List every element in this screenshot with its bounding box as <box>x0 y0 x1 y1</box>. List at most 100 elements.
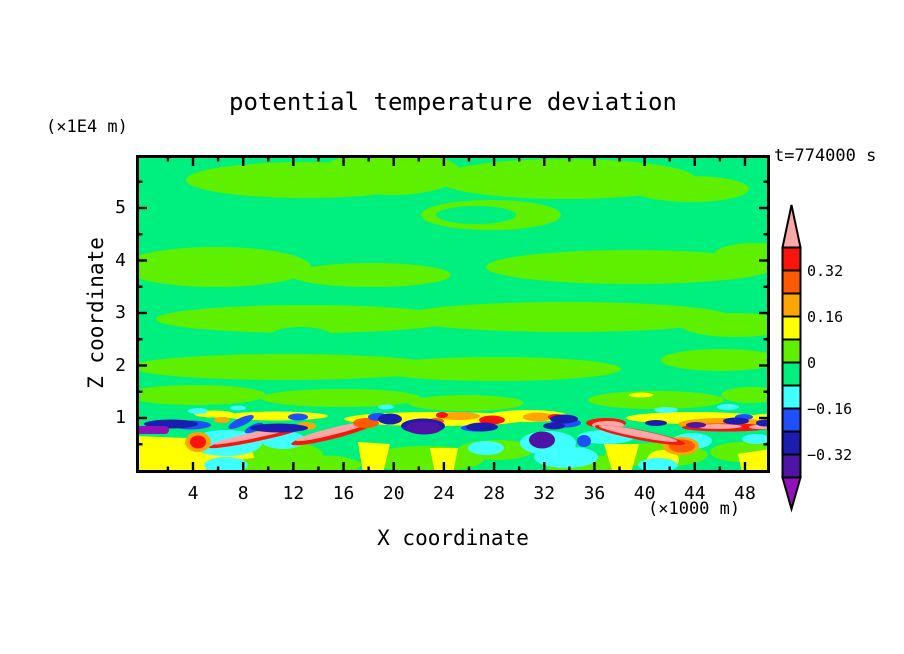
contour-region-pink <box>598 425 678 442</box>
contour-region-yellow <box>629 392 653 398</box>
contour-region-red <box>436 412 448 418</box>
colorbar-arrow-up <box>781 204 802 249</box>
contour-region-cyan <box>204 457 248 473</box>
z-tick-labels: 1 2 3 4 5 <box>92 155 128 473</box>
colorbar-arrow-down <box>781 476 802 513</box>
colorbar-labels: 0.32 0.16 0 −0.16 −0.32 <box>807 0 897 654</box>
contour-region-orange <box>523 412 553 422</box>
contour-region-indigo <box>686 422 706 428</box>
contour-region-chartreuse <box>261 389 421 407</box>
contour-region-orange <box>214 417 230 423</box>
contour-region-navy <box>550 414 578 424</box>
contour-region-chartreuse <box>321 155 461 195</box>
colorbar-bin-chartreuse <box>781 338 802 364</box>
x-tick-labels: 4 8 12 16 20 24 28 32 36 40 44 48 <box>136 483 770 507</box>
colorbar-bin-cyan <box>781 384 802 410</box>
x-tick-label: 4 <box>187 483 199 504</box>
contour-region-navy <box>645 420 667 426</box>
x-tick-label: 32 <box>533 483 556 504</box>
contour-region-yellow <box>430 448 458 473</box>
contour-region-blue <box>577 435 591 447</box>
contour-region-yellow <box>358 442 390 473</box>
contour-region-pink <box>296 421 368 442</box>
contour-region-chartreuse <box>136 354 441 380</box>
contour-region-cyan <box>742 434 770 444</box>
contour-region-navy <box>543 422 565 430</box>
chart-title: potential temperature deviation <box>229 88 677 116</box>
colorbar-bin-orangered <box>781 269 802 295</box>
contour-region-chartreuse <box>156 305 456 333</box>
x-axis-unit-label: (×1000 m) <box>648 499 741 519</box>
contour-region-chartreuse <box>661 349 770 371</box>
z-tick-label: 5 <box>115 197 126 218</box>
timestamp-label: t=774000 s <box>774 146 877 166</box>
x-tick-label: 48 <box>734 483 756 504</box>
contour-region-chartreuse <box>588 391 724 409</box>
x-axis-title: X coordinate <box>377 526 529 550</box>
colorbar-bin-indigo <box>781 453 802 479</box>
contour-region-cyan <box>638 458 678 472</box>
contour-region-chartreuse <box>486 250 770 284</box>
contour-region-cyan <box>188 408 208 414</box>
colorbar-bin-red <box>781 246 802 272</box>
contour-region-cyan <box>230 405 246 411</box>
x-tick-label: 12 <box>282 483 305 504</box>
contour-region-chartreuse <box>408 395 524 411</box>
contour-region-navy <box>378 413 402 425</box>
x-tick-label: 28 <box>483 483 505 504</box>
contour-region-cyan <box>534 446 598 468</box>
contour-region-red <box>479 415 505 425</box>
contour-region-blue <box>228 415 254 429</box>
contour-region-red <box>190 435 206 449</box>
contour-region-indigo <box>529 431 555 449</box>
colorbar-label: 0.32 <box>807 261 844 280</box>
contour-region-purple <box>136 426 169 434</box>
contour-region-chartreuse <box>136 247 311 287</box>
x-tick-label: 40 <box>633 483 656 504</box>
contour-region-chartreuse <box>436 159 696 199</box>
colorbar-bin-orange <box>781 292 802 318</box>
x-tick-label: 44 <box>683 483 706 504</box>
contour-region-chartreuse <box>714 243 770 267</box>
colorbar-bin-yellow <box>781 315 802 341</box>
contour-region-chartreuse <box>291 263 451 287</box>
contour-region-chartreuse <box>401 302 731 332</box>
contour-region-cyan <box>654 407 678 413</box>
x-tick-label: 8 <box>237 483 249 504</box>
colorbar-label: 0 <box>807 353 817 372</box>
contour-region-chartreuse <box>721 387 770 403</box>
colorbar <box>781 204 802 513</box>
contour-plot <box>136 155 770 473</box>
z-tick-label: 4 <box>115 249 126 271</box>
contour-region-chartreuse <box>136 385 266 405</box>
contour-region-chartreuse <box>371 357 621 381</box>
contour-region-pink <box>694 424 742 429</box>
contour-region-yellow <box>604 444 639 473</box>
contour-region-cyan <box>468 441 504 455</box>
z-tick-label: 2 <box>115 354 126 376</box>
plot-frame <box>136 155 770 473</box>
contour-region-chartreuse <box>681 313 770 337</box>
colorbar-label: −0.32 <box>807 445 853 464</box>
contour-region-orangered <box>353 418 379 428</box>
colorbar-label: −0.16 <box>807 399 853 418</box>
x-tick-label: 24 <box>433 483 455 504</box>
contour-region-navy <box>723 417 749 425</box>
x-tick-label: 20 <box>382 483 405 504</box>
contour-region-blue <box>288 413 308 421</box>
contour-region-navy <box>250 423 308 433</box>
z-axis-unit-label: (×1E4 m) <box>46 117 128 137</box>
colorbar-bin-springgreen <box>781 361 802 387</box>
x-tick-label: 16 <box>332 483 355 504</box>
colorbar-bin-blue <box>781 407 802 433</box>
contour-region-cyan <box>717 404 739 410</box>
z-tick-label: 1 <box>115 407 126 428</box>
contour-region-navy <box>756 419 770 427</box>
contour-region-cyan <box>378 404 394 410</box>
contour-region-navy <box>466 422 498 432</box>
z-tick-label: 3 <box>115 302 126 323</box>
contour-region-indigo <box>406 421 442 435</box>
contour-region-springgreen <box>436 206 516 224</box>
contour-region-springgreen <box>271 327 331 343</box>
x-tick-label: 36 <box>583 483 606 504</box>
